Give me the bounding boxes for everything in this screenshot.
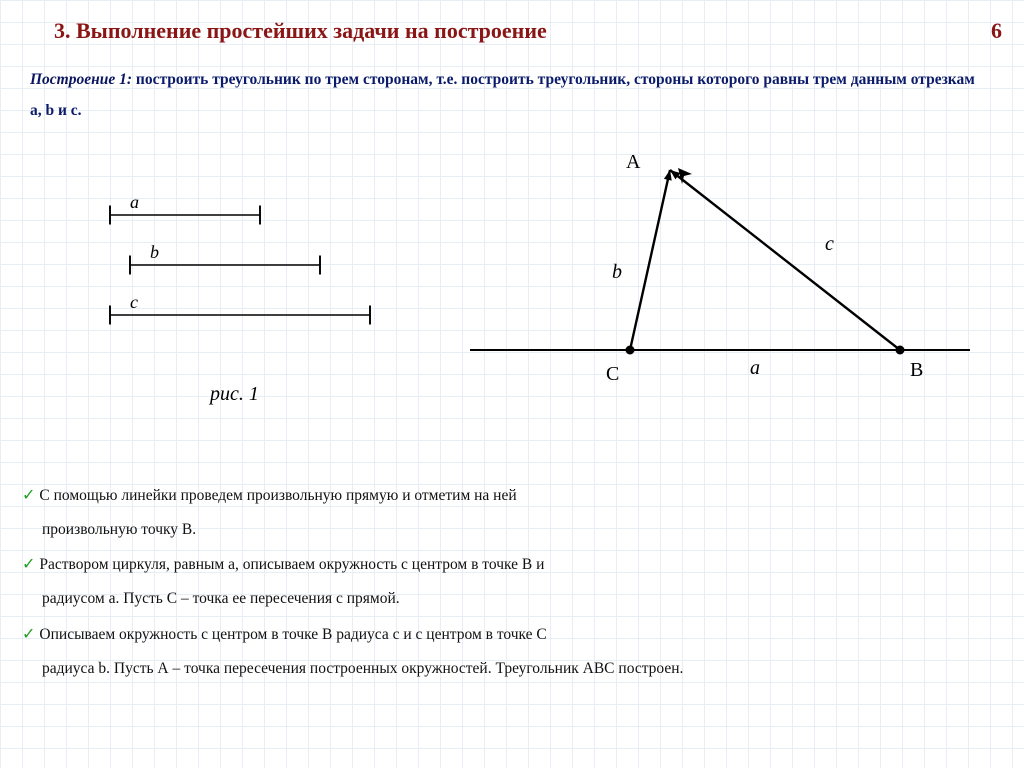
step-3-cont: радиуса b. Пусть А – точка пересечения п… (42, 652, 990, 686)
section-title: 3. Выполнение простейших задачи на постр… (54, 18, 547, 44)
vertex-a-label: A (626, 151, 641, 173)
intro-lead: Построение 1: (30, 71, 132, 88)
intro-text: Построение 1: построить треугольник по т… (30, 64, 984, 126)
step-1-cont: произвольную точку В. (42, 513, 990, 547)
segment-c-group: c (110, 292, 370, 315)
intro-rest: построить треугольник по трем сторонам, … (30, 71, 975, 119)
check-icon: ✓ (22, 547, 35, 582)
steps-list: ✓ С помощью линейки проведем произвольну… (22, 478, 990, 686)
step-2-cont: радиусом a. Пусть С – точка ее пересечен… (42, 582, 990, 616)
side-c (670, 170, 900, 350)
step-3: ✓ Описываем окружность с центром в точке… (22, 617, 990, 652)
vertex-b-label: B (910, 359, 923, 381)
side-b (630, 170, 670, 350)
check-icon: ✓ (22, 478, 35, 513)
step-3-text: Описываем окружность с центром в точке В… (39, 618, 990, 652)
step-2: ✓ Раствором циркуля, равным a, описываем… (22, 547, 990, 582)
construction-diagram: a b c A B C a b c рис. 1 (30, 150, 990, 460)
step-1-text: С помощью линейки проведем произвольную … (39, 479, 990, 513)
vertex-b-dot (896, 346, 905, 355)
label-a: a (130, 192, 139, 212)
side-label-b: b (612, 261, 622, 283)
page-number: 6 (991, 18, 1002, 44)
figure-caption: рис. 1 (208, 383, 259, 405)
step-2-text: Раствором циркуля, равным a, описываем о… (39, 548, 990, 582)
side-label-c: c (825, 233, 834, 255)
vertex-c-dot (626, 346, 635, 355)
label-b: b (150, 242, 159, 262)
side-label-a: a (750, 357, 760, 379)
check-icon: ✓ (22, 617, 35, 652)
label-c: c (130, 292, 138, 312)
segment-a-group: a (110, 192, 260, 215)
segment-b-group: b (130, 242, 320, 265)
vertex-c-label: C (606, 363, 619, 385)
step-1: ✓ С помощью линейки проведем произвольну… (22, 478, 990, 513)
